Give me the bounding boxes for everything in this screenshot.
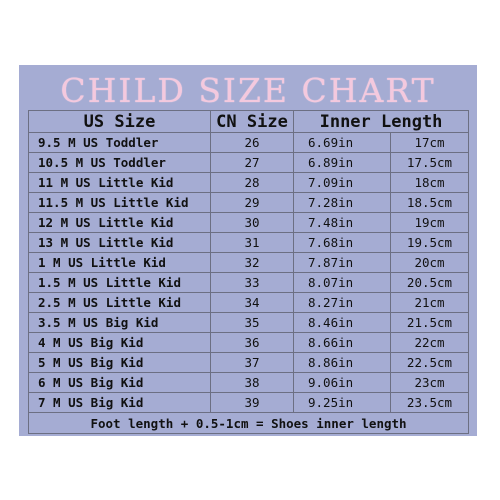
us-size-cell: 1 M US Little Kid (28, 252, 211, 273)
chart-title: CHILD SIZE CHART (60, 71, 436, 110)
us-size-cell: 5 M US Big Kid (28, 352, 211, 373)
cn-size-cell: 37 (210, 352, 294, 373)
inner-length-cm-cell: 23cm (389, 372, 470, 393)
inner-length-inch-cell: 7.09in (293, 172, 391, 193)
inner-length-inch-cell: 6.69in (293, 132, 391, 153)
inner-length-inch-cell: 9.06in (293, 372, 391, 393)
inner-length-inch-cell: 8.86in (293, 352, 391, 373)
inner-length-inch-cell: 8.46in (293, 312, 391, 333)
us-size-cell: 10.5 M US Toddler (28, 152, 211, 173)
us-size-cell: 7 M US Big Kid (28, 392, 211, 413)
cn-size-cell: 32 (210, 252, 294, 273)
footer-note: Foot length + 0.5-1cm = Shoes inner leng… (27, 412, 470, 434)
table-row: 9.5 M US Toddler 26 6.69in 17cm (28, 132, 470, 153)
table-row: 12 M US Little Kid 30 7.48in 19cm (28, 212, 470, 233)
us-size-cell: 6 M US Big Kid (28, 372, 211, 393)
size-chart-panel: CHILD SIZE CHART US Size CN Size Inner L… (19, 65, 477, 436)
us-size-cell: 3.5 M US Big Kid (28, 312, 211, 333)
inner-length-inch-cell: 9.25in (293, 392, 391, 413)
inner-length-cm-cell: 19.5cm (389, 232, 470, 253)
table-row: 13 M US Little Kid 31 7.68in 19.5cm (28, 232, 470, 253)
us-size-cell: 12 M US Little Kid (28, 212, 211, 233)
cn-size-cell: 26 (210, 132, 294, 153)
cn-size-cell: 38 (210, 372, 294, 393)
us-size-cell: 11.5 M US Little Kid (28, 192, 211, 213)
header-inner-length: Inner Length (292, 110, 470, 133)
inner-length-cm-cell: 21.5cm (389, 312, 470, 333)
header-row: US Size CN Size Inner Length (28, 110, 470, 133)
us-size-cell: 9.5 M US Toddler (28, 132, 211, 153)
inner-length-inch-cell: 7.48in (293, 212, 391, 233)
inner-length-inch-cell: 8.07in (293, 272, 391, 293)
header-us-size: US Size (28, 110, 211, 133)
table-row: 4 M US Big Kid 36 8.66in 22cm (28, 332, 470, 353)
us-size-cell: 2.5 M US Little Kid (28, 292, 211, 313)
cn-size-cell: 29 (210, 192, 294, 213)
inner-length-cm-cell: 20.5cm (389, 272, 470, 293)
cn-size-cell: 33 (210, 272, 294, 293)
us-size-cell: 13 M US Little Kid (28, 232, 211, 253)
us-size-cell: 11 M US Little Kid (28, 172, 211, 193)
inner-length-cm-cell: 18cm (389, 172, 470, 193)
table-row: 11.5 M US Little Kid 29 7.28in 18.5cm (28, 192, 470, 213)
cn-size-cell: 31 (210, 232, 294, 253)
inner-length-inch-cell: 7.28in (293, 192, 391, 213)
footer-row: Foot length + 0.5-1cm = Shoes inner leng… (27, 412, 470, 434)
inner-length-inch-cell: 8.66in (293, 332, 391, 353)
cn-size-cell: 34 (210, 292, 294, 313)
table-body: 9.5 M US Toddler 26 6.69in 17cm 10.5 M US To… (28, 132, 470, 413)
cn-size-cell: 35 (210, 312, 294, 333)
inner-length-inch-cell: 7.68in (293, 232, 391, 253)
inner-length-cm-cell: 17.5cm (389, 152, 470, 173)
cn-size-cell: 27 (210, 152, 294, 173)
table-row: 3.5 M US Big Kid 35 8.46in 21.5cm (28, 312, 470, 333)
table-row: 5 M US Big Kid 37 8.86in 22.5cm (28, 352, 470, 373)
table-row: 10.5 M US Toddler 27 6.89in 17.5cm (28, 152, 470, 173)
us-size-cell: 4 M US Big Kid (28, 332, 211, 353)
inner-length-inch-cell: 6.89in (293, 152, 391, 173)
inner-length-cm-cell: 17cm (389, 132, 470, 153)
inner-length-cm-cell: 22.5cm (389, 352, 470, 373)
inner-length-inch-cell: 8.27in (293, 292, 391, 313)
inner-length-cm-cell: 22cm (389, 332, 470, 353)
table-row: 1 M US Little Kid 32 7.87in 20cm (28, 252, 470, 273)
table-row: 1.5 M US Little Kid 33 8.07in 20.5cm (28, 272, 470, 293)
table-row: 11 M US Little Kid 28 7.09in 18cm (28, 172, 470, 193)
cn-size-cell: 39 (210, 392, 294, 413)
inner-length-inch-cell: 7.87in (293, 252, 391, 273)
cn-size-cell: 28 (210, 172, 294, 193)
cn-size-cell: 30 (210, 212, 294, 233)
table-row: 7 M US Big Kid 39 9.25in 23.5cm (28, 392, 470, 413)
inner-length-cm-cell: 19cm (389, 212, 470, 233)
inner-length-cm-cell: 18.5cm (389, 192, 470, 213)
us-size-cell: 1.5 M US Little Kid (28, 272, 211, 293)
inner-length-cm-cell: 20cm (389, 252, 470, 273)
size-table: US Size CN Size Inner Length 9.5 M US To… (27, 110, 470, 434)
table-row: 2.5 M US Little Kid 34 8.27in 21cm (28, 292, 470, 313)
cn-size-cell: 36 (210, 332, 294, 353)
table-row: 6 M US Big Kid 38 9.06in 23cm (28, 372, 470, 393)
header-cn-size: CN Size (210, 110, 294, 133)
inner-length-cm-cell: 23.5cm (389, 392, 470, 413)
inner-length-cm-cell: 21cm (389, 292, 470, 313)
